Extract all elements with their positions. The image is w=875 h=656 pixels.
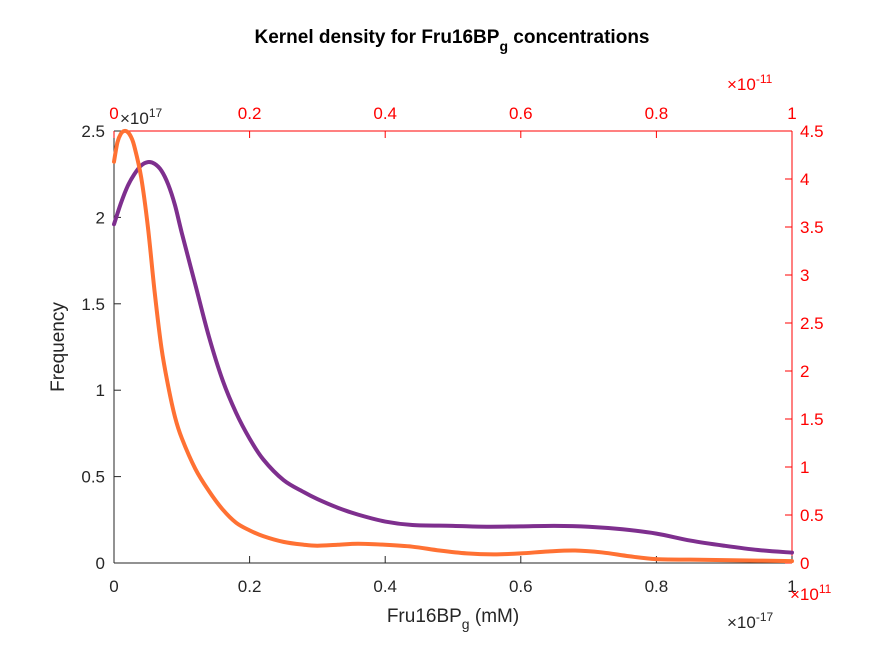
x-top-tick-label: 0.2 xyxy=(238,104,262,123)
y-left-tick-label: 1.5 xyxy=(81,295,105,314)
x-bottom-tick-label: 0 xyxy=(109,577,118,596)
y-left-tick-label: 2.5 xyxy=(81,122,105,141)
y-right-tick-label: 0 xyxy=(800,554,809,573)
x-axis-bottom: 0 0.2 0.4 0.6 0.8 1 xyxy=(109,556,797,596)
x-bottom-tick-label: 1 xyxy=(787,577,796,596)
x-top-tick-label: 0 xyxy=(109,104,118,123)
y-right-tick-label: 3.5 xyxy=(800,218,824,237)
y-axis-right: 0 0.5 1 1.5 2 2.5 3 3.5 4 4.5 xyxy=(785,122,824,573)
x-top-tick-label: 1 xyxy=(787,104,796,123)
x-top-tick-label: 0.6 xyxy=(509,104,533,123)
plot-frame xyxy=(113,130,793,564)
x-bottom-tick-label: 0.8 xyxy=(645,577,669,596)
y-right-tick-label: 0.5 xyxy=(800,506,824,525)
y-right-tick-label: 1 xyxy=(800,458,809,477)
x-bottom-tick-label: 0.4 xyxy=(373,577,397,596)
top-axis-exponent: ×10-11 xyxy=(727,72,773,94)
x-axis-top: 0 0.2 0.4 0.6 0.8 1 xyxy=(109,104,797,138)
y-right-tick-label: 1.5 xyxy=(800,410,824,429)
x-bottom-tick-label: 0.6 xyxy=(509,577,533,596)
right-axis-exponent: ×1011 xyxy=(790,582,832,604)
bottom-axis-exponent: ×10-17 xyxy=(727,610,774,632)
series-group xyxy=(112,128,794,564)
y-right-tick-label: 3 xyxy=(800,266,809,285)
y-axis-title: Frequency xyxy=(48,302,69,392)
x-bottom-tick-label: 0.2 xyxy=(238,577,262,596)
series-line-1 xyxy=(112,160,794,555)
y-left-tick-label: 0 xyxy=(96,554,105,573)
y-right-tick-label: 4 xyxy=(800,170,809,189)
y-right-tick-label: 2 xyxy=(800,362,809,381)
y-right-tick-label: 2.5 xyxy=(800,314,824,333)
y-left-tick-label: 1 xyxy=(96,381,105,400)
series-line-2 xyxy=(112,128,794,564)
y-left-tick-label: 2 xyxy=(96,208,105,227)
x-axis-title: Fru16BPg (mM) xyxy=(387,606,519,632)
chart-title: Kernel density for Fru16BPg concentratio… xyxy=(255,27,650,54)
x-top-tick-label: 0.4 xyxy=(373,104,397,123)
y-axis-left: 0 0.5 1 1.5 2 2.5 xyxy=(81,122,121,573)
left-axis-exponent: ×1017 xyxy=(120,106,163,128)
y-left-tick-label: 0.5 xyxy=(81,468,105,487)
y-right-tick-label: 4.5 xyxy=(800,122,824,141)
x-top-tick-label: 0.8 xyxy=(645,104,669,123)
